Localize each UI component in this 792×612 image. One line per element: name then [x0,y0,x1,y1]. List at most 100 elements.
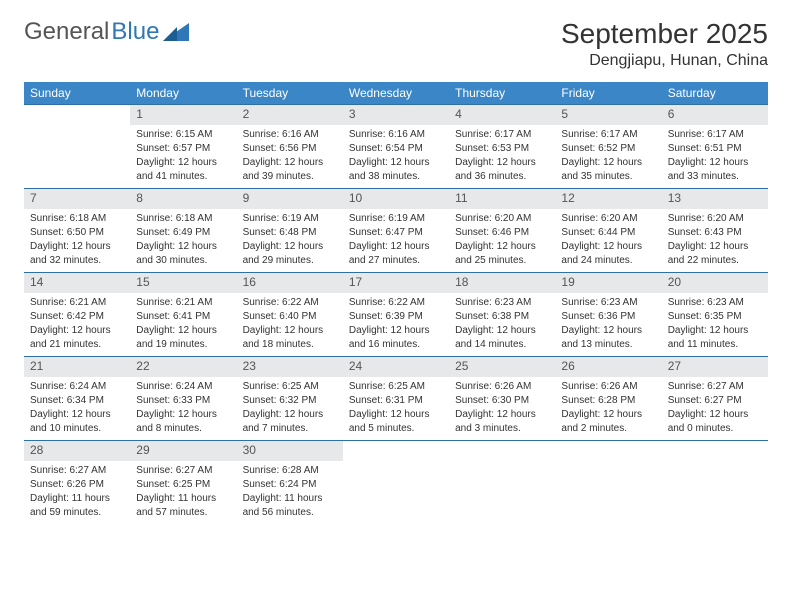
calendar-cell: 30Sunrise: 6:28 AMSunset: 6:24 PMDayligh… [237,441,343,525]
sunset-text: Sunset: 6:30 PM [455,394,549,407]
day-number: 14 [24,273,130,293]
day-body: Sunrise: 6:26 AMSunset: 6:28 PMDaylight:… [555,377,661,440]
sunset-text: Sunset: 6:36 PM [561,310,655,323]
calendar-head: SundayMondayTuesdayWednesdayThursdayFrid… [24,82,768,105]
location: Dengjiapu, Hunan, China [561,52,768,70]
calendar-cell: 24Sunrise: 6:25 AMSunset: 6:31 PMDayligh… [343,357,449,441]
calendar-cell: 8Sunrise: 6:18 AMSunset: 6:49 PMDaylight… [130,189,236,273]
day-body: Sunrise: 6:27 AMSunset: 6:25 PMDaylight:… [130,461,236,524]
calendar-cell: 1Sunrise: 6:15 AMSunset: 6:57 PMDaylight… [130,105,236,189]
daylight-text: and 5 minutes. [349,422,443,435]
day-number: 27 [662,357,768,377]
sunrise-text: Sunrise: 6:16 AM [243,128,337,141]
day-number: 28 [24,441,130,461]
sail-icon [163,23,189,41]
day-number: 17 [343,273,449,293]
day-body: Sunrise: 6:17 AMSunset: 6:52 PMDaylight:… [555,125,661,188]
sunset-text: Sunset: 6:52 PM [561,142,655,155]
daylight-text: and 7 minutes. [243,422,337,435]
daylight-text: and 8 minutes. [136,422,230,435]
sunrise-text: Sunrise: 6:25 AM [243,380,337,393]
day-body: Sunrise: 6:20 AMSunset: 6:46 PMDaylight:… [449,209,555,272]
weekday-header: Saturday [662,82,768,105]
daylight-text: and 16 minutes. [349,338,443,351]
sunrise-text: Sunrise: 6:28 AM [243,464,337,477]
daylight-text: Daylight: 12 hours [30,324,124,337]
daylight-text: Daylight: 12 hours [455,324,549,337]
calendar-cell: 25Sunrise: 6:26 AMSunset: 6:30 PMDayligh… [449,357,555,441]
sunrise-text: Sunrise: 6:27 AM [136,464,230,477]
day-number: 15 [130,273,236,293]
sunset-text: Sunset: 6:42 PM [30,310,124,323]
daylight-text: and 59 minutes. [30,506,124,519]
sunset-text: Sunset: 6:26 PM [30,478,124,491]
calendar-cell: 28Sunrise: 6:27 AMSunset: 6:26 PMDayligh… [24,441,130,525]
day-body: Sunrise: 6:17 AMSunset: 6:51 PMDaylight:… [662,125,768,188]
sunrise-text: Sunrise: 6:16 AM [349,128,443,141]
sunset-text: Sunset: 6:24 PM [243,478,337,491]
day-number: 20 [662,273,768,293]
day-body: Sunrise: 6:22 AMSunset: 6:39 PMDaylight:… [343,293,449,356]
sunset-text: Sunset: 6:53 PM [455,142,549,155]
sunrise-text: Sunrise: 6:23 AM [561,296,655,309]
sunrise-text: Sunrise: 6:22 AM [349,296,443,309]
calendar-cell [555,441,661,525]
day-body: Sunrise: 6:23 AMSunset: 6:38 PMDaylight:… [449,293,555,356]
sunset-text: Sunset: 6:33 PM [136,394,230,407]
sunset-text: Sunset: 6:47 PM [349,226,443,239]
calendar-cell: 5Sunrise: 6:17 AMSunset: 6:52 PMDaylight… [555,105,661,189]
day-number: 16 [237,273,343,293]
day-number: 4 [449,105,555,125]
day-body: Sunrise: 6:20 AMSunset: 6:44 PMDaylight:… [555,209,661,272]
sunset-text: Sunset: 6:57 PM [136,142,230,155]
sunset-text: Sunset: 6:35 PM [668,310,762,323]
sunset-text: Sunset: 6:48 PM [243,226,337,239]
daylight-text: Daylight: 12 hours [243,408,337,421]
sunrise-text: Sunrise: 6:20 AM [455,212,549,225]
daylight-text: and 29 minutes. [243,254,337,267]
weekday-header: Wednesday [343,82,449,105]
sunset-text: Sunset: 6:39 PM [349,310,443,323]
daylight-text: Daylight: 11 hours [30,492,124,505]
brand-part1: General [24,18,109,46]
calendar-cell: 18Sunrise: 6:23 AMSunset: 6:38 PMDayligh… [449,273,555,357]
header: GeneralBlue September 2025 Dengjiapu, Hu… [24,18,768,70]
daylight-text: and 38 minutes. [349,170,443,183]
title-block: September 2025 Dengjiapu, Hunan, China [561,18,768,70]
sunrise-text: Sunrise: 6:20 AM [668,212,762,225]
day-number: 25 [449,357,555,377]
calendar-cell: 23Sunrise: 6:25 AMSunset: 6:32 PMDayligh… [237,357,343,441]
day-number: 7 [24,189,130,209]
day-body: Sunrise: 6:23 AMSunset: 6:35 PMDaylight:… [662,293,768,356]
daylight-text: and 56 minutes. [243,506,337,519]
calendar-body: 1Sunrise: 6:15 AMSunset: 6:57 PMDaylight… [24,105,768,525]
day-body: Sunrise: 6:28 AMSunset: 6:24 PMDaylight:… [237,461,343,524]
daylight-text: and 57 minutes. [136,506,230,519]
day-number: 8 [130,189,236,209]
sunset-text: Sunset: 6:43 PM [668,226,762,239]
calendar-cell: 6Sunrise: 6:17 AMSunset: 6:51 PMDaylight… [662,105,768,189]
day-body: Sunrise: 6:16 AMSunset: 6:54 PMDaylight:… [343,125,449,188]
month-title: September 2025 [561,18,768,50]
daylight-text: and 19 minutes. [136,338,230,351]
daylight-text: and 21 minutes. [30,338,124,351]
daylight-text: and 13 minutes. [561,338,655,351]
daylight-text: Daylight: 12 hours [561,408,655,421]
sunset-text: Sunset: 6:46 PM [455,226,549,239]
day-number: 19 [555,273,661,293]
daylight-text: Daylight: 12 hours [243,240,337,253]
day-number: 6 [662,105,768,125]
sunrise-text: Sunrise: 6:20 AM [561,212,655,225]
daylight-text: and 39 minutes. [243,170,337,183]
daylight-text: and 35 minutes. [561,170,655,183]
sunrise-text: Sunrise: 6:21 AM [30,296,124,309]
daylight-text: Daylight: 12 hours [668,408,762,421]
sunset-text: Sunset: 6:44 PM [561,226,655,239]
calendar-cell: 10Sunrise: 6:19 AMSunset: 6:47 PMDayligh… [343,189,449,273]
calendar-cell: 11Sunrise: 6:20 AMSunset: 6:46 PMDayligh… [449,189,555,273]
daylight-text: and 24 minutes. [561,254,655,267]
daylight-text: and 32 minutes. [30,254,124,267]
day-body: Sunrise: 6:27 AMSunset: 6:27 PMDaylight:… [662,377,768,440]
sunset-text: Sunset: 6:31 PM [349,394,443,407]
day-number: 21 [24,357,130,377]
